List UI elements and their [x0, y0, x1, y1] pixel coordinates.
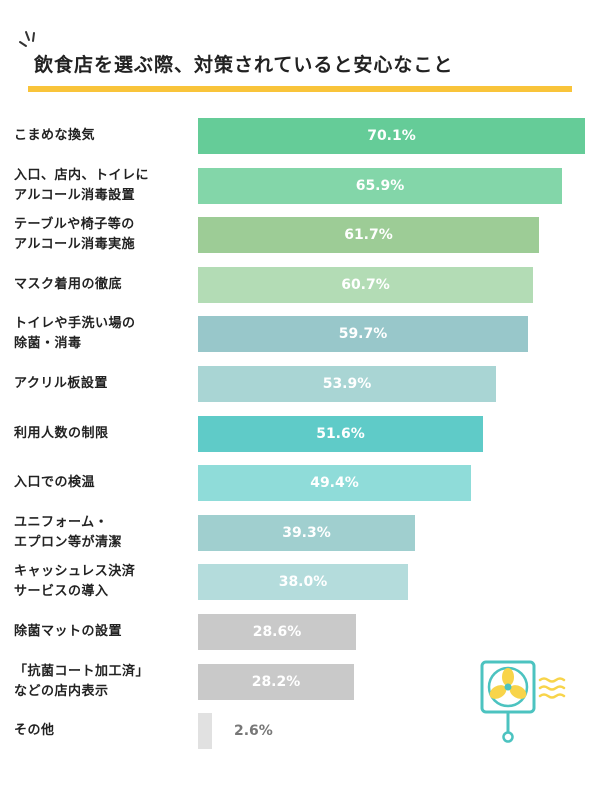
category-label-line: 入口での検温 — [14, 475, 96, 490]
category-label-line: アルコール消毒実施 — [14, 237, 136, 252]
bar-value-label: 65.9% — [355, 178, 405, 194]
bar — [198, 267, 533, 303]
category-label-line: こまめな換気 — [14, 128, 96, 143]
category-label: 「抗菌コート加工済」 などの店内表示 — [14, 662, 194, 702]
title-area: 飲食店を選ぶ際、対策されていると安心なこと — [0, 0, 600, 110]
category-label-line: 「抗菌コート加工済」 — [14, 664, 150, 679]
category-label: キャッシュレス決済 サービスの導入 — [14, 562, 194, 602]
bar-value-label: 51.6% — [316, 426, 365, 442]
bar — [198, 217, 539, 253]
category-label-line: 利用人数の制限 — [14, 426, 109, 441]
bar-value-label: 59.7% — [338, 326, 388, 342]
category-label-line: アルコール消毒設置 — [14, 188, 136, 203]
category-label: アクリル板設置 — [14, 364, 194, 404]
bar — [198, 168, 562, 204]
bar — [198, 416, 483, 452]
category-label-line: マスク着用の徹底 — [14, 277, 123, 292]
bar — [198, 515, 415, 551]
accent-strokes-icon — [19, 31, 35, 47]
category-label: 除菌マットの設置 — [14, 612, 194, 652]
bar-value-label: 60.7% — [341, 277, 390, 293]
bar-value-label: 49.4% — [310, 475, 359, 491]
bar — [198, 465, 471, 501]
category-label-line: アクリル板設置 — [14, 376, 108, 391]
title-underline — [28, 86, 572, 92]
bar — [198, 366, 496, 402]
bar-value-label: 28.2% — [251, 674, 301, 690]
category-label-line: 除菌マットの設置 — [14, 624, 123, 639]
category-label: 入口での検温 — [14, 463, 194, 503]
category-label-line: 入口、店内、トイレに — [14, 168, 150, 183]
category-label-line: トイレや手洗い場の — [14, 316, 136, 331]
category-label: マスク着用の徹底 — [14, 265, 194, 305]
bar-value-label: 28.6% — [252, 624, 302, 640]
bar-value-label: 53.9% — [322, 376, 372, 392]
category-label: テーブルや椅子等の アルコール消毒実施 — [14, 215, 194, 255]
category-label-line: 除菌・消毒 — [14, 336, 82, 351]
bar — [198, 316, 528, 352]
category-label-line: サービスの導入 — [14, 584, 109, 599]
chart-title: 飲食店を選ぶ際、対策されていると安心なこと — [34, 54, 454, 76]
category-label-line: その他 — [14, 723, 55, 738]
fan-icon — [480, 660, 566, 743]
bar — [198, 614, 356, 650]
category-label-line: などの店内表示 — [14, 684, 109, 699]
bar-value-label: 70.1% — [367, 128, 416, 144]
bar-value-label: 39.3% — [282, 525, 331, 541]
category-label: その他 — [14, 711, 194, 751]
category-label: 入口、店内、トイレに アルコール消毒設置 — [14, 166, 194, 206]
bar-value-label: 2.6% — [234, 723, 273, 739]
bar — [198, 664, 354, 700]
bar — [198, 118, 585, 154]
bar — [198, 713, 212, 749]
category-label: こまめな換気 — [14, 116, 194, 156]
category-label: 利用人数の制限 — [14, 414, 194, 454]
bar-value-label: 61.7% — [344, 227, 393, 243]
bar — [198, 564, 408, 600]
category-label-line: テーブルや椅子等の — [14, 217, 135, 232]
category-label-line: ユニフォーム・ — [14, 515, 109, 530]
category-label-line: エプロン等が清潔 — [14, 535, 123, 550]
bar-value-label: 38.0% — [278, 574, 328, 590]
category-label-line: キャッシュレス決済 — [14, 564, 136, 579]
category-label: トイレや手洗い場の 除菌・消毒 — [14, 314, 194, 354]
category-label: ユニフォーム・ エプロン等が清潔 — [14, 513, 194, 553]
